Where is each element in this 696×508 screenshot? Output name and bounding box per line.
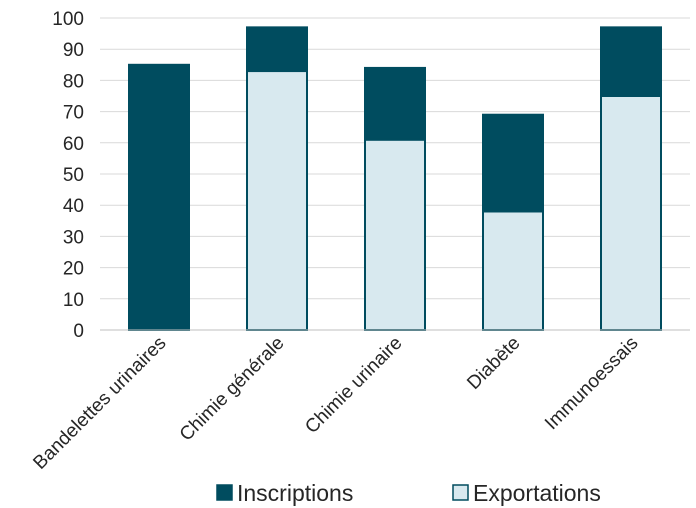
y-tick-label: 70 [63,103,84,124]
bars [128,26,662,332]
x-tick-label: Chimie urinaire [301,333,406,438]
y-tick-label: 10 [63,290,84,311]
x-axis: Bandelettes urinaires Chimie générale Chim… [29,333,642,474]
bar-exportations [246,70,308,331]
x-tick-label: Diabète [463,333,524,394]
x-tick-label: Immunoessais [541,333,642,434]
bar-exportations [600,95,662,331]
legend-swatch [216,484,233,501]
y-tick-label: 80 [63,71,84,92]
y-tick-label: 60 [63,134,84,155]
bar-inscriptions [600,26,662,97]
legend-swatch [452,484,469,501]
legend-label: Inscriptions [237,480,353,506]
bar-exportations [482,210,544,331]
y-axis: 0 10 20 30 40 50 60 70 80 90 100 [52,9,84,342]
x-tick-label: Bandelettes urinaires [29,333,170,474]
y-tick-label: 20 [63,259,84,280]
legend: Inscriptions Exportations [216,480,601,506]
bar-inscriptions [364,66,426,141]
bar-inscriptions [128,63,190,332]
y-tick-label: 100 [52,9,84,30]
y-tick-label: 90 [63,40,84,61]
bar-exportations [364,138,426,331]
bar-inscriptions [482,113,544,213]
y-tick-label: 0 [73,321,84,342]
y-tick-label: 40 [63,196,84,217]
y-tick-label: 30 [63,227,84,248]
bar-inscriptions [246,26,308,73]
legend-label: Exportations [473,480,601,506]
x-tick-label: Chimie générale [176,333,289,446]
y-tick-label: 50 [63,165,84,186]
